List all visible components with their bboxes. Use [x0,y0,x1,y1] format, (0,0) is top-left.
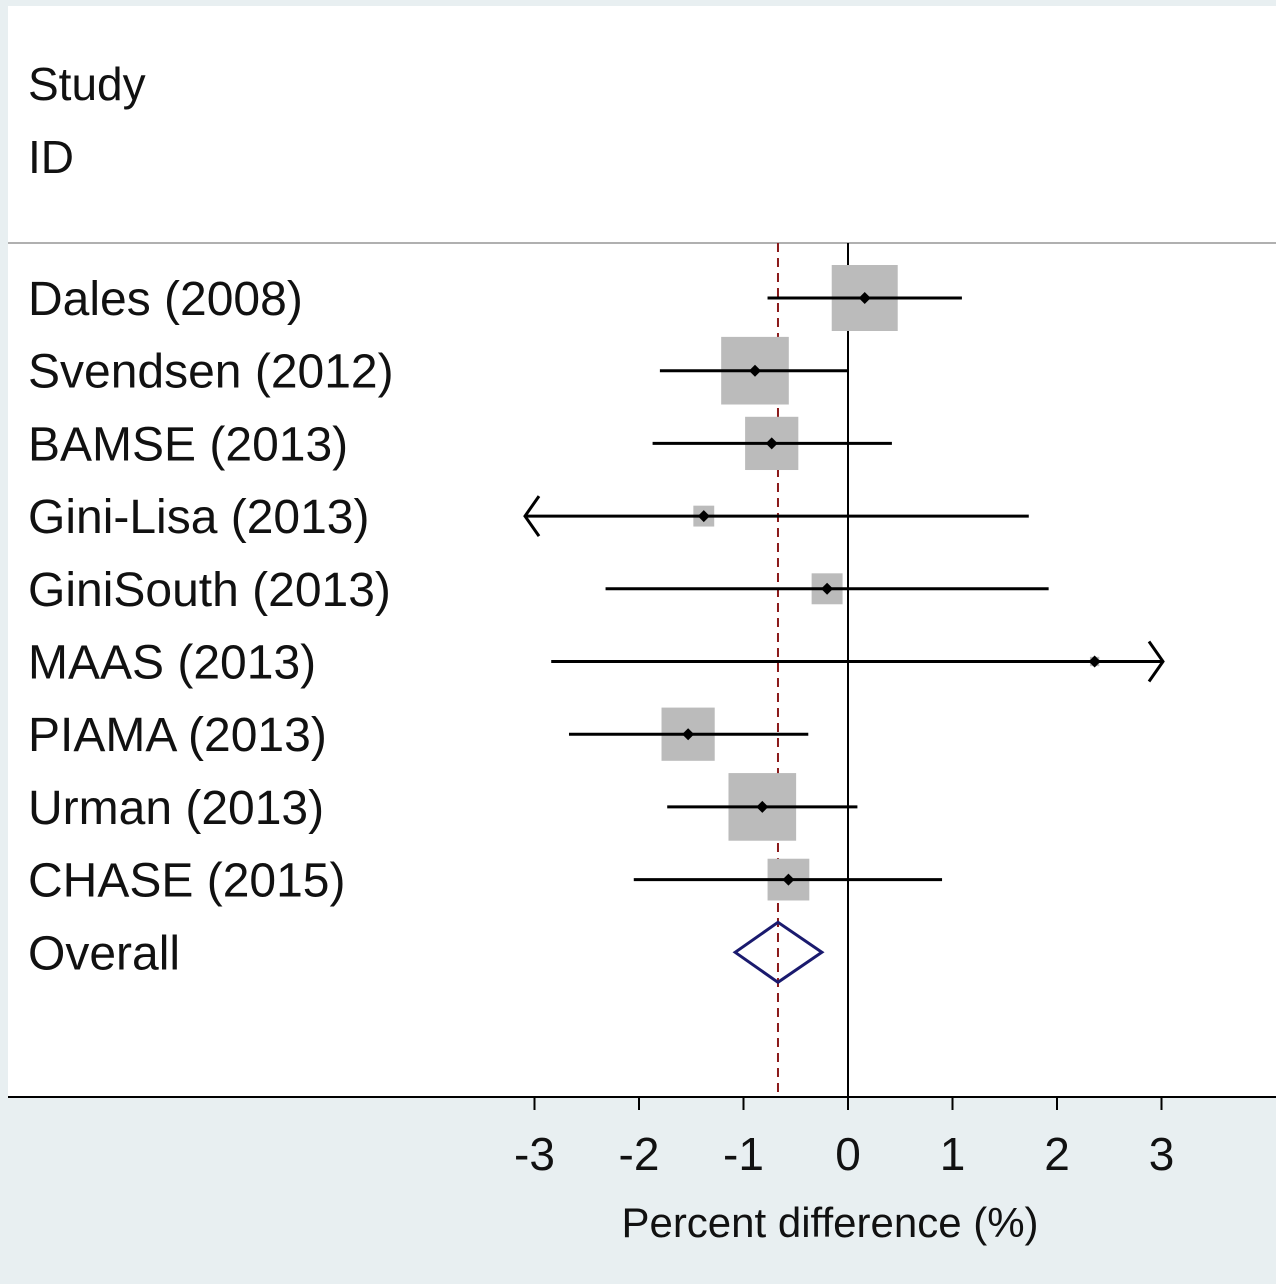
point-estimate [782,873,795,886]
study-label: Urman (2013) [28,782,324,835]
study-label: GiniSouth (2013) [28,564,391,617]
overall-diamond [732,920,825,985]
ci-arrow-right [1147,640,1165,683]
point-estimate [858,292,871,304]
point-estimate [682,728,695,741]
ci-arrow-left [523,495,541,537]
study-label: BAMSE (2013) [28,418,348,471]
x-axis-label: Percent difference (%) [621,1199,1038,1246]
forest-marks: Dales (2008) Svendsen (2012) BAMSE (2013) G… [28,243,1165,1097]
x-tick-label: 2 [1044,1128,1070,1180]
study-label: Dales (2008) [28,273,303,326]
study-label: Gini-Lisa (2013) [28,491,369,544]
point-estimate [756,800,769,813]
x-tick-label: -3 [514,1128,555,1180]
overall-label: Overall [28,927,180,980]
study-label: CHASE (2015) [28,855,345,908]
x-tick-label: 0 [835,1128,861,1180]
x-tick-label: 1 [940,1128,966,1180]
point-estimate [748,364,761,377]
header-id: ID [28,131,74,183]
header-study: Study [28,58,146,110]
x-axis-ticks: -3 -2 -1 0 1 2 3 [514,1097,1174,1180]
point-estimate [1088,655,1101,668]
x-tick-label: -2 [619,1128,660,1180]
point-estimate [821,582,834,595]
study-label: PIAMA (2013) [28,709,327,762]
point-estimate [697,510,710,523]
plot-panel [8,6,1276,1097]
study-label: MAAS (2013) [28,637,316,690]
point-estimate [765,437,778,450]
x-tick-label: -1 [723,1128,764,1180]
study-label: Svendsen (2012) [28,346,394,399]
x-tick-label: 3 [1149,1128,1175,1180]
